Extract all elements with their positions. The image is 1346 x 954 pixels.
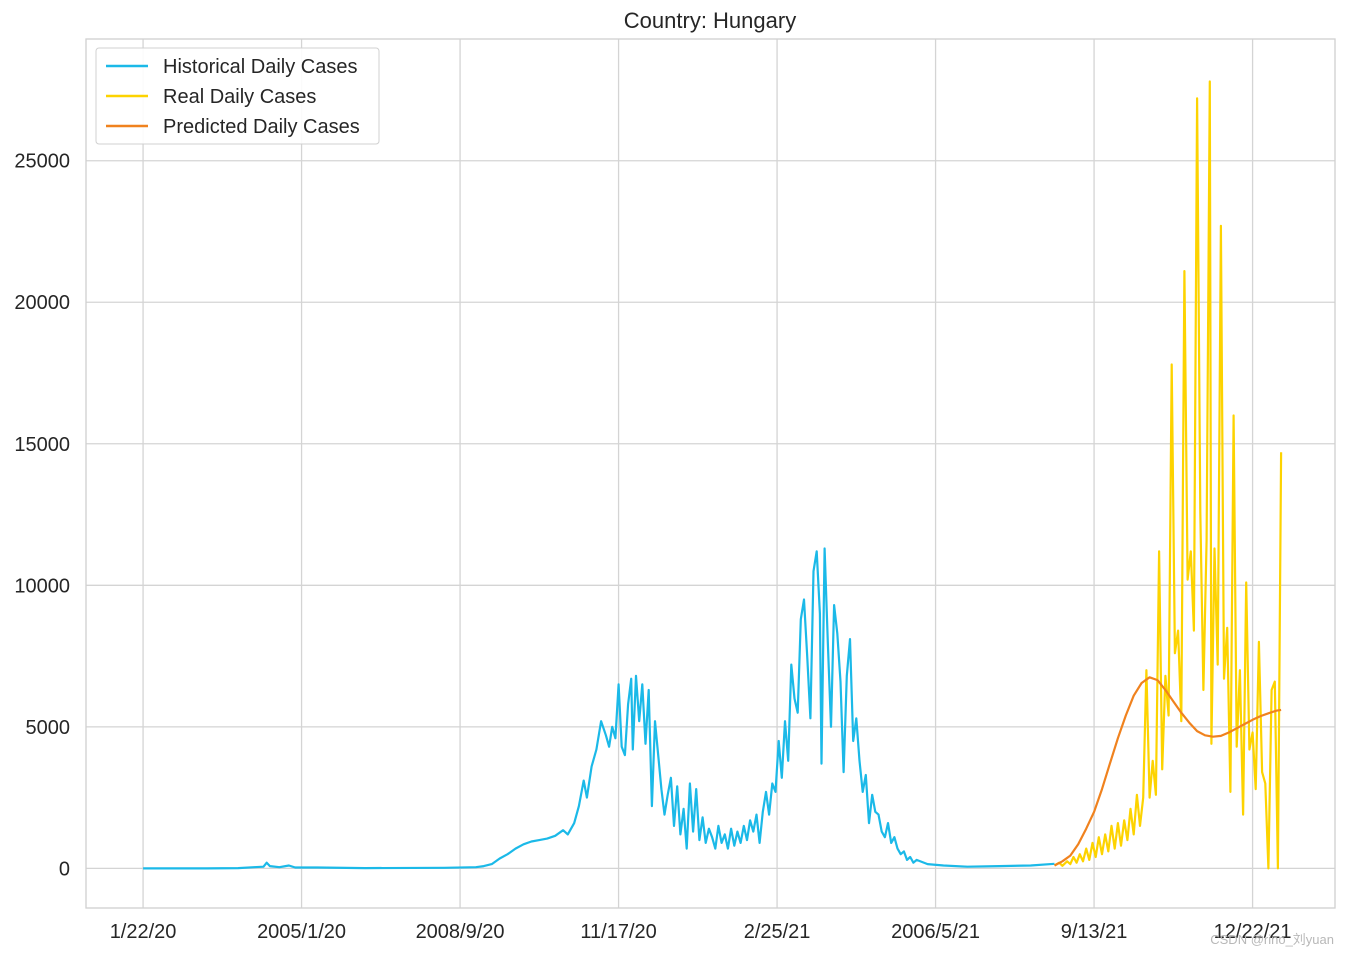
- y-tick-label: 0: [59, 858, 70, 880]
- grid: [86, 39, 1335, 908]
- series-line-predicted-daily-cases: [1053, 676, 1282, 867]
- chart-title: Country: Hungary: [624, 8, 796, 33]
- x-tick-label: 9/13/21: [1061, 921, 1128, 943]
- x-tick-label: 2/25/21: [744, 921, 811, 943]
- plot-area-frame: [85, 38, 1336, 909]
- legend-label: Historical Daily Cases: [163, 56, 358, 78]
- x-tick-label: 1/22/20: [110, 921, 177, 943]
- x-tick-label: 2005/1/20: [257, 921, 346, 943]
- legend-box: [95, 47, 380, 145]
- y-tick-label: 20000: [14, 292, 70, 314]
- watermark: CSDN @rino_刘yuan: [1210, 932, 1334, 947]
- x-tick-label: 2006/5/21: [891, 921, 980, 943]
- y-tick-label: 10000: [14, 575, 70, 597]
- x-tick-label: 11/17/20: [580, 921, 656, 943]
- y-tick-label: 5000: [26, 717, 71, 739]
- x-tick-label: 12/22/21: [1214, 921, 1292, 943]
- y-tick-label: 25000: [14, 151, 70, 173]
- y-axis-tick-labels: 0 5000 10000 15000 20000 25000: [14, 151, 70, 881]
- series-line-real-daily-cases: [1053, 80, 1283, 870]
- x-tick-label: 2008/9/20: [416, 921, 505, 943]
- legend-label: Real Daily Cases: [163, 86, 316, 108]
- legend: Historical Daily Cases Real Daily Cases Pr…: [95, 47, 380, 145]
- y-tick-label: 15000: [14, 434, 70, 456]
- legend-label: Predicted Daily Cases: [163, 116, 360, 138]
- series-layer: [143, 80, 1283, 870]
- x-axis-tick-labels: 1/22/20 2005/1/20 2008/9/20 11/17/20 2/25/21…: [110, 921, 1292, 943]
- series-line-historical-daily-cases: [143, 547, 1055, 870]
